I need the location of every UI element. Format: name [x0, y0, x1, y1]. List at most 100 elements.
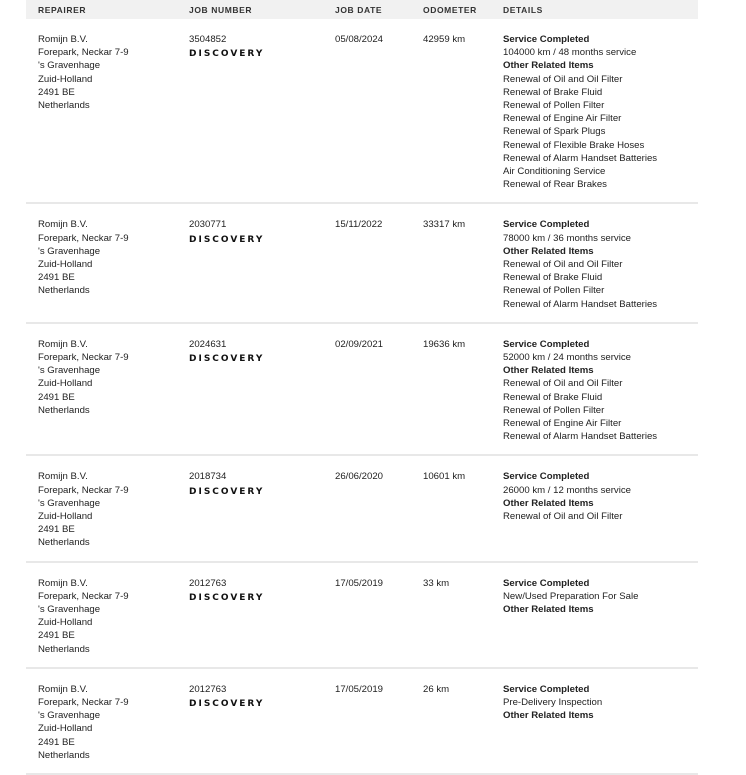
repairer-line: Zuid-Holland	[38, 723, 93, 735]
repairer-line: Romijn B.V.	[38, 683, 88, 695]
repairer-cell: Romijn B.V. Forepark, Neckar 7-9's Graven…	[38, 470, 178, 549]
header-odometer: ODOMETER	[423, 5, 477, 15]
header-job-number: JOB NUMBER	[189, 5, 253, 15]
details-heading: Service Completed	[503, 219, 590, 231]
odometer: 26 km	[423, 683, 450, 695]
discovery-logo: DISCOVERY	[189, 353, 265, 364]
details-heading: Other Related Items	[503, 604, 594, 615]
details-heading: Service Completed	[503, 683, 590, 695]
header-repairer: REPAIRER	[38, 5, 87, 15]
job-number-cell: 2012763 DISCOVERY	[189, 683, 264, 711]
odometer: 33 km	[423, 577, 450, 589]
details-item: Renewal of Spark Plugs	[503, 126, 606, 138]
discovery-logo: DISCOVERY	[189, 49, 265, 60]
repairer-line: Romijn B.V.	[38, 577, 88, 589]
repairer-line: 2491 BE	[38, 86, 75, 98]
repairer-line: Romijn B.V.	[38, 34, 88, 45]
repairer-line: Netherlands	[38, 537, 90, 549]
repairer-line: Forepark, Neckar 7-9	[38, 484, 129, 496]
table-row: Romijn B.V. Forepark, Neckar 7-9 's Graven…	[26, 563, 698, 669]
job-date: 17/05/2019	[335, 683, 384, 695]
repairer-line: 's Gravenhage	[38, 365, 101, 377]
discovery-logo: DISCOVERY	[189, 234, 265, 245]
repairer-line: Netherlands	[38, 404, 90, 416]
details-cell: Service Completed 104000 km / 48 months s…	[503, 33, 657, 191]
details-heading: Service Completed	[503, 577, 590, 589]
details-item: 104000 km / 48 months service	[503, 47, 637, 59]
repairer-line: 2491 BE	[38, 391, 75, 403]
details-item: Renewal of Pollen Filter	[503, 100, 605, 112]
repairer-line: Netherlands	[38, 643, 90, 655]
details-cell: Service Completed 52000 km / 24 months se…	[503, 338, 657, 444]
details-heading: Other Related Items	[503, 710, 594, 722]
repairer-line: 2491 BE	[38, 272, 75, 284]
details-item: Pre-Delivery Inspection	[503, 697, 603, 709]
table-row: Romijn B.V. Forepark, Neckar 7-9's Graven…	[26, 669, 698, 775]
repairer-line: Netherlands	[38, 749, 90, 761]
odometer: 10601 km	[423, 471, 466, 483]
job-number-cell: 2018734 DISCOVERY	[189, 470, 264, 498]
job-number-cell: 2024631 DISCOVERY	[189, 338, 264, 366]
repairer-cell: Romijn B.V. Forepark, Neckar 7-9's Graven…	[38, 338, 178, 417]
details-item: Renewal of Brake Fluid	[503, 86, 603, 98]
details-item: Renewal of Engine Air Filter	[503, 113, 622, 125]
repairer-cell: Romijn B.V. Forepark, Neckar 7-9's Graven…	[38, 33, 178, 112]
job-date: 02/09/2021	[335, 338, 384, 350]
details-item: Renewal of Oil and Oil Filter	[503, 510, 623, 522]
repairer-line: 's Gravenhage	[38, 604, 101, 615]
job-number: 2018734	[189, 471, 227, 483]
details-heading: Other Related Items	[503, 245, 594, 257]
odometer: 42959 km	[423, 34, 466, 45]
details-item: Renewal of Brake Fluid	[503, 391, 603, 403]
details-cell: Service Completed 26000 km / 12 months se…	[503, 470, 631, 523]
details-item: Renewal of Alarm Handset Batteries	[503, 152, 658, 164]
repairer-line: Forepark, Neckar 7-9	[38, 697, 129, 709]
odometer: 33317 km	[423, 219, 466, 231]
details-item: Renewal of Oil and Oil Filter	[503, 259, 623, 270]
details-item: Renewal of Pollen Filter	[503, 285, 605, 297]
details-cell: Service Completed 78000 km / 36 months se…	[503, 218, 657, 310]
header-details: DETAILS	[503, 5, 543, 15]
repairer-line: 's Gravenhage	[38, 497, 101, 509]
details-heading: Other Related Items	[503, 365, 594, 377]
repairer-line: 2491 BE	[38, 736, 75, 748]
details-item: Renewal of Engine Air Filter	[503, 418, 622, 429]
details-item: Renewal of Alarm Handset Batteries	[503, 431, 658, 443]
details-item: Renewal of Oil and Oil Filter	[503, 73, 623, 85]
repairer-line: Zuid-Holland	[38, 378, 93, 390]
job-date: 26/06/2020	[335, 471, 384, 483]
job-date: 17/05/2019	[335, 577, 384, 589]
details-item: 78000 km / 36 months service	[503, 232, 631, 244]
job-number: 2012763	[189, 577, 227, 589]
repairer-line: Romijn B.V.	[38, 219, 88, 231]
repairer-line: Forepark, Neckar 7-9	[38, 590, 129, 602]
details-item: Renewal of Oil and Oil Filter	[503, 378, 623, 390]
repairer-line: 2491 BE	[38, 524, 75, 536]
repairer-line: Zuid-Holland	[38, 617, 93, 629]
details-item: New/Used Preparation For Sale	[503, 590, 639, 602]
repairer-line: Zuid-Holland	[38, 510, 93, 522]
discovery-logo: DISCOVERY	[189, 486, 265, 497]
job-number: 2012763	[189, 683, 227, 695]
repairer-line: Romijn B.V.	[38, 471, 88, 483]
details-item: 52000 km / 24 months service	[503, 351, 631, 363]
details-item: Renewal of Brake Fluid	[503, 272, 603, 284]
details-heading: Service Completed	[503, 338, 590, 350]
table-body: Romijn B.V. Forepark, Neckar 7-9's Graven…	[26, 19, 698, 775]
service-history-table: REPAIRER JOB NUMBER JOB DATE ODOMETER DE…	[26, 0, 698, 775]
job-number-cell: 2030771 DISCOVERY	[189, 218, 264, 246]
repairer-line: Forepark, Neckar 7-9	[38, 232, 129, 244]
job-date: 15/11/2022	[335, 219, 383, 231]
repairer-line: Netherlands	[38, 285, 90, 297]
job-number-cell: 3504852 DISCOVERY	[189, 33, 264, 61]
repairer-line: Zuid-Holland	[38, 259, 93, 270]
discovery-logo: DISCOVERY	[189, 699, 265, 710]
details-item: Renewal of Pollen Filter	[503, 404, 605, 416]
job-number-cell: 2012763 DISCOVERY	[189, 577, 264, 605]
repairer-line: Forepark, Neckar 7-9	[38, 47, 129, 59]
table-row: Romijn B.V. Forepark, Neckar 7-9's Graven…	[26, 324, 698, 457]
details-item: Renewal of Rear Brakes	[503, 179, 607, 191]
repairer-cell: Romijn B.V. Forepark, Neckar 7-9's Graven…	[38, 218, 178, 297]
table-row: Romijn B.V. Forepark, Neckar 7-9's Graven…	[26, 19, 698, 205]
odometer: 19636 km	[423, 338, 466, 350]
